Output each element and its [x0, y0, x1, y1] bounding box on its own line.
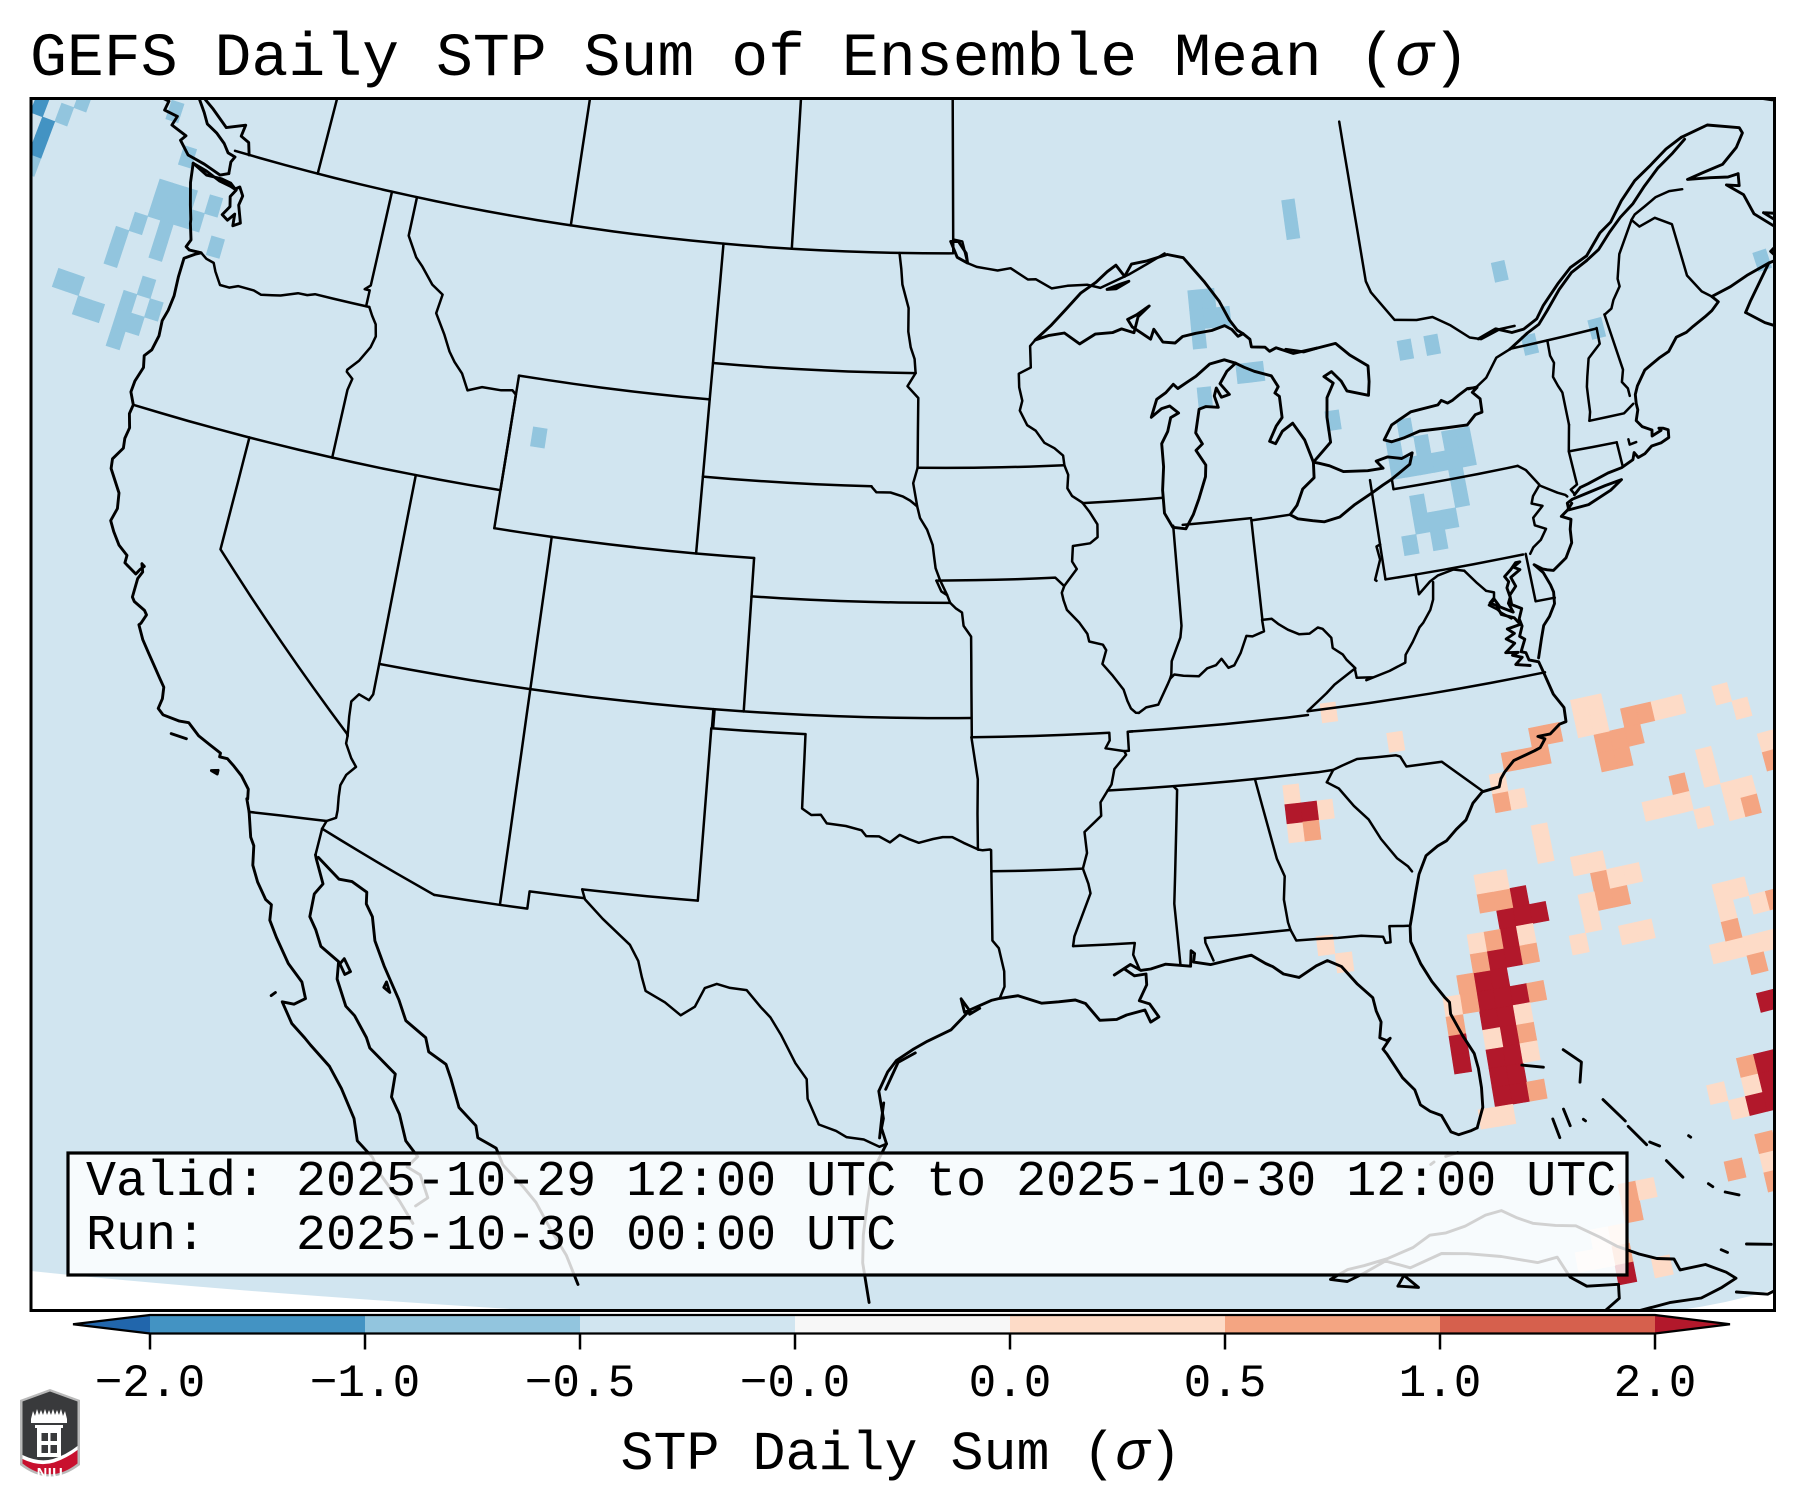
- svg-text:NIU: NIU: [37, 1466, 63, 1482]
